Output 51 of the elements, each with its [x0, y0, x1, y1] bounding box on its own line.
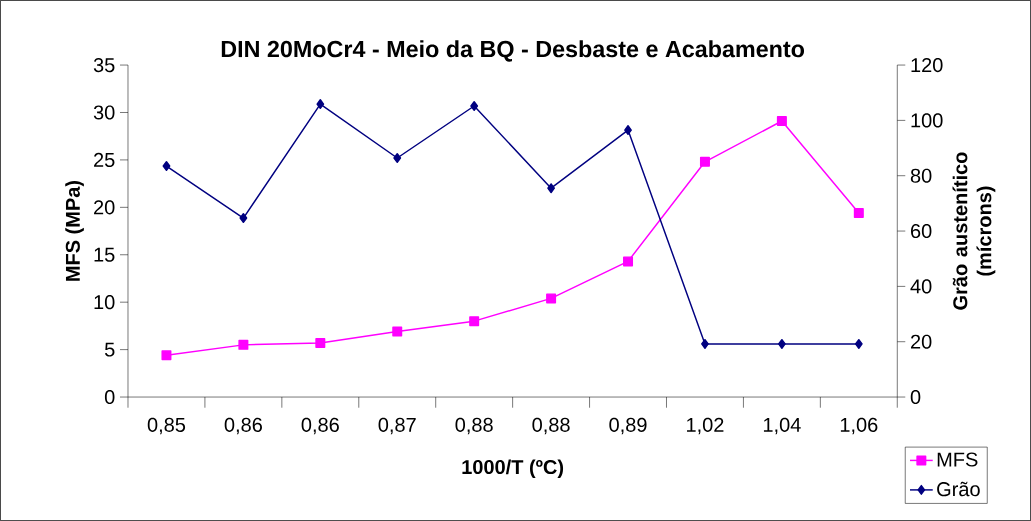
point: [469, 316, 480, 327]
y-axis-title: MFS (MPa): [65, 180, 84, 281]
y-tick-label: 5: [104, 342, 115, 357]
point: [238, 339, 249, 350]
y-tick-label: 15: [94, 247, 115, 262]
point: [776, 116, 787, 127]
x-axis-title: 1000/T (ºC): [462, 459, 564, 479]
point: [316, 99, 325, 110]
x-tick-label: 0,88: [532, 417, 570, 435]
y2-tick-label: 20: [911, 334, 932, 349]
point: [162, 161, 171, 172]
point: [161, 350, 172, 361]
x-tick-label: 0,86: [224, 417, 262, 435]
point: [623, 256, 634, 267]
y2-tick-label: 120: [911, 57, 943, 73]
y-tick-label: 30: [93, 105, 115, 120]
point: [239, 213, 248, 224]
point: [393, 152, 402, 164]
y-tick-label: 25: [94, 152, 115, 167]
x-tick-label: 0,88: [455, 417, 493, 435]
point: [854, 338, 863, 349]
point: [470, 100, 479, 111]
point: [701, 338, 709, 349]
y-tick-label: 20: [94, 200, 115, 215]
point: [546, 293, 557, 304]
chart-title: DIN 20MoCr4 - Meio da BQ - Desbaste e Acabamento: [221, 40, 805, 62]
point: [853, 208, 864, 219]
legend-label: Grão: [937, 481, 980, 497]
y-tick-label: 35: [93, 57, 115, 73]
point: [547, 183, 556, 194]
y2-tick-label: 80: [910, 168, 932, 183]
y2-tick-label: 0: [910, 389, 921, 405]
y-tick-label: 0: [104, 389, 115, 405]
y2-tick-label: 40: [910, 279, 932, 294]
x-tick-label: 0,87: [378, 417, 416, 435]
x-tick-label: 1,04: [763, 417, 801, 435]
x-tick-label: 0,85: [147, 417, 186, 435]
legend-label: MFS: [937, 452, 978, 467]
x-tick-label: 0,86: [301, 417, 339, 435]
point: [777, 338, 786, 349]
x-tick-label: 0,89: [609, 417, 647, 435]
y2-axis-title: Grão austenítico (mícrons): [952, 152, 996, 310]
point: [699, 156, 710, 167]
y-tick-label: 10: [94, 295, 115, 310]
x-tick-label: 1,06: [840, 417, 878, 435]
point: [315, 337, 326, 348]
y2-tick-label: 60: [911, 223, 932, 239]
y2-tick-label: 100: [911, 113, 943, 128]
point: [392, 326, 403, 337]
point: [624, 125, 632, 136]
x-tick-label: 1,02: [687, 417, 724, 435]
